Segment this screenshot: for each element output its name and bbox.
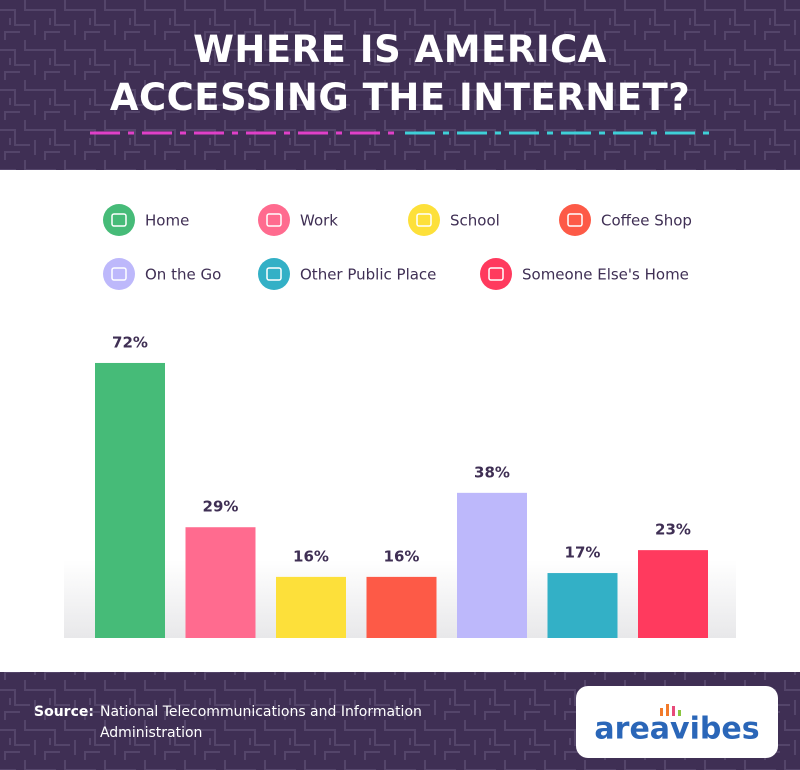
bar xyxy=(547,573,618,638)
bar xyxy=(366,576,437,638)
legend-icon xyxy=(408,204,440,236)
legend-icon xyxy=(103,258,135,290)
legend-label: Coffee Shop xyxy=(601,212,692,230)
value-label: 23% xyxy=(655,521,691,539)
legend-icon xyxy=(258,204,290,236)
value-label: 72% xyxy=(112,333,148,351)
logo-text: areavibes xyxy=(594,712,759,747)
bar xyxy=(95,362,165,638)
logo-box xyxy=(576,686,778,758)
value-label: 16% xyxy=(384,547,420,565)
legend-icon xyxy=(559,204,591,236)
legend-icon-glyph xyxy=(416,213,432,227)
legend-icon xyxy=(258,258,290,290)
logo: areavibes xyxy=(576,686,778,758)
value-label: 16% xyxy=(293,547,329,565)
legend-label: School xyxy=(450,212,500,230)
chart-title: WHERE IS AMERICA ACCESSING THE INTERNET? xyxy=(109,28,691,119)
legend-label: Other Public Place xyxy=(300,266,436,284)
legend-icon-glyph xyxy=(111,267,127,281)
source-text: National Telecommunications and Informat… xyxy=(99,704,422,741)
legend-label: Home xyxy=(145,212,189,230)
legend-icon-glyph xyxy=(266,267,282,281)
bar xyxy=(185,527,256,638)
legend-icon-glyph xyxy=(488,267,504,281)
legend-label: On the Go xyxy=(145,266,221,284)
legend-icon-glyph xyxy=(111,213,127,227)
legend-label: Someone Else's Home xyxy=(522,266,689,284)
value-label: 29% xyxy=(203,498,239,516)
source: Source: National Telecommunications and I… xyxy=(34,702,494,744)
legend-icon xyxy=(480,258,512,290)
bar xyxy=(276,576,346,638)
legend-label: Work xyxy=(300,212,338,230)
value-label: 17% xyxy=(565,544,601,562)
legend-icon-glyph xyxy=(266,213,282,227)
source-label: Source: xyxy=(34,704,94,720)
header-bg xyxy=(0,0,800,170)
bar xyxy=(457,492,527,638)
value-label: 38% xyxy=(474,463,510,481)
logo-bars xyxy=(660,704,681,716)
legend-icon xyxy=(103,204,135,236)
legend-icon-glyph xyxy=(567,213,583,227)
bar xyxy=(638,550,708,638)
